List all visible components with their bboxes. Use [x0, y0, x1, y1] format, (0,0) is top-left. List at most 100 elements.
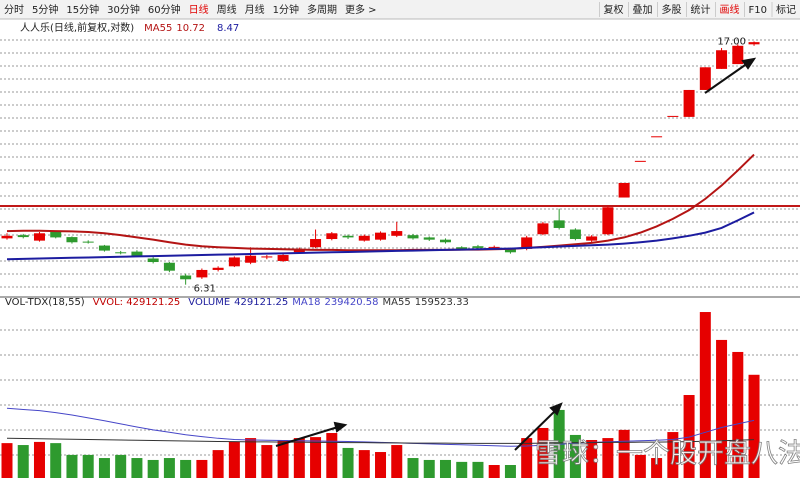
volume-bar	[342, 447, 354, 478]
volume-bar	[66, 454, 78, 478]
candle-body	[748, 42, 760, 45]
candle-body	[33, 233, 45, 241]
volume-bar	[131, 458, 143, 478]
volume-bar	[261, 445, 273, 478]
volume-bar	[439, 459, 451, 478]
volume-bar	[732, 351, 744, 478]
candle-body	[82, 241, 94, 243]
candle-body	[732, 45, 744, 65]
toolbar-button[interactable]: 多股	[662, 3, 682, 16]
legend-name: MA55	[383, 297, 411, 308]
legend-value: 159523.33	[415, 297, 469, 308]
candle-body	[293, 248, 305, 253]
arrows	[275, 57, 757, 451]
ma-line	[6, 153, 755, 252]
watermark: 雪球：一个股开盘八法	[535, 439, 800, 470]
candle-body	[618, 182, 630, 198]
legend-value: 10.72	[176, 23, 205, 34]
price-title: 人人乐(日线,前复权,对数)	[20, 21, 134, 34]
toolbar-button[interactable]: 统计	[691, 3, 711, 16]
candle-body	[716, 50, 728, 69]
volume-bar	[391, 445, 403, 478]
candle-body	[683, 89, 695, 117]
legend-value: 239420.58	[324, 297, 378, 308]
volume-bar	[716, 339, 728, 478]
toolbar-tab[interactable]: 5分钟	[32, 3, 58, 16]
volume-bar	[310, 437, 322, 478]
volume-bar	[667, 432, 679, 478]
candle-body	[521, 237, 533, 249]
candle-body	[98, 245, 110, 251]
candle-body	[115, 252, 127, 254]
candle-body	[439, 239, 451, 243]
grid	[0, 39, 800, 456]
toolbar-tab[interactable]: 分时	[4, 4, 24, 16]
toolbar-button[interactable]: 叠加	[633, 4, 653, 16]
toolbar-tab[interactable]: 1分钟	[273, 3, 299, 16]
toolbar-button[interactable]: 画线	[720, 3, 740, 16]
low-label: 6.31	[194, 284, 216, 295]
candle-body	[472, 246, 484, 248]
candle-body	[1, 235, 13, 239]
candle-body	[310, 239, 322, 248]
toolbar-tab[interactable]: 周线	[217, 3, 237, 16]
volume-bar	[618, 429, 630, 478]
volume-bar	[163, 458, 175, 478]
volume-bar	[147, 459, 159, 478]
volume-bar	[699, 312, 711, 478]
candle-body	[634, 160, 646, 162]
toolbar-tab[interactable]: 日线	[189, 3, 209, 16]
volume-bar	[33, 441, 45, 478]
toolbar-tab[interactable]: 更多 >	[345, 3, 377, 16]
ma-line	[6, 211, 755, 261]
candle-body	[17, 235, 29, 238]
candle-body	[699, 67, 711, 90]
volume-bar	[358, 450, 370, 478]
volume-ma-line	[6, 437, 755, 444]
candle-body	[586, 236, 598, 241]
toolbar-button[interactable]: 标记	[776, 4, 796, 16]
toolbar-tab[interactable]: 15分钟	[66, 3, 99, 16]
candle-body	[651, 136, 663, 138]
volume-bar	[602, 438, 614, 478]
candle-body	[228, 257, 240, 267]
volume-bar	[586, 439, 598, 478]
candle-body	[277, 255, 289, 261]
volume-bar	[228, 441, 240, 478]
volume-bar	[326, 433, 338, 478]
legend-name: MA18	[292, 297, 320, 308]
candle-body	[504, 248, 516, 253]
toolbar-button[interactable]: 复权	[604, 3, 624, 16]
candle-body	[342, 235, 354, 238]
candle-body	[456, 247, 468, 249]
candle-body	[391, 231, 403, 236]
volume-bar	[98, 458, 110, 478]
toolbar-tab[interactable]: 30分钟	[107, 3, 140, 16]
volume-bar	[537, 427, 549, 478]
toolbar-tab[interactable]: 多周期	[307, 3, 337, 16]
toolbar-button[interactable]: F10	[749, 5, 767, 16]
toolbar-tab[interactable]: 月线	[245, 3, 265, 16]
toolbar-tab[interactable]: 60分钟	[148, 3, 181, 16]
candle-body	[667, 115, 679, 117]
candle-body	[261, 256, 273, 258]
volume-bar	[1, 443, 13, 478]
volume-bar	[569, 434, 581, 478]
volume-bar	[488, 465, 500, 478]
volume-bar	[634, 454, 646, 478]
legend-name: VOLUME	[188, 297, 230, 308]
volume-bar	[456, 461, 468, 478]
candle-body	[50, 232, 62, 238]
candle-body	[488, 246, 500, 248]
volume-bar	[277, 439, 289, 478]
volume-bar	[212, 450, 224, 478]
volume-bar	[651, 458, 663, 478]
candle-body	[66, 237, 78, 243]
candle-body	[358, 235, 370, 241]
volume-bar	[407, 458, 419, 478]
candle-body	[212, 267, 224, 270]
candle-body	[375, 232, 387, 240]
legend-text: VVOL: 429121.25	[93, 297, 181, 308]
